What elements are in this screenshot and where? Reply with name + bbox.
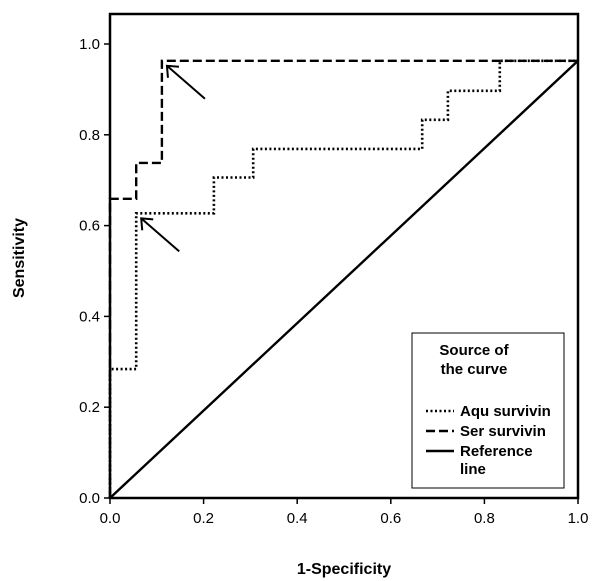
series-line-reference-line [109, 59, 579, 499]
x-axis-title: 1-Specificity [297, 561, 391, 578]
x-tick-label: 1.0 [568, 510, 589, 527]
legend-label: Ser survivin [460, 423, 546, 440]
y-axis-title: Sensitivity [11, 218, 28, 298]
legend-box [411, 332, 565, 489]
x-tick-label: 0.6 [380, 510, 401, 527]
legend-title-line2: the curve [441, 361, 508, 378]
y-tick-label: 1.0 [79, 36, 100, 53]
series-line-aqu-survivin [108, 59, 578, 498]
series-line-ser-survivin [108, 59, 578, 498]
x-tick-label: 0.4 [287, 510, 308, 527]
legend-title-line1: Source of [439, 342, 509, 359]
y-tick-label: 0.8 [79, 127, 100, 144]
y-tick-label: 0.4 [79, 308, 100, 325]
annotation-arrow-shaft [166, 65, 206, 100]
annotation-arrow-shaft [140, 217, 180, 253]
y-tick-label: 0.6 [79, 218, 100, 235]
annotation-arrow-head [140, 217, 154, 231]
legend-label: Reference [460, 443, 533, 460]
legend-label: Aqu survivin [460, 403, 551, 420]
x-tick-label: 0.8 [474, 510, 495, 527]
y-tick-label: 0.2 [79, 399, 100, 416]
x-tick-label: 0.0 [100, 510, 121, 527]
annotation-arrow-head [165, 64, 180, 78]
legend: Source of the curve Aqu survivin Ser surv… [411, 332, 565, 489]
y-tick-label: 0.0 [79, 490, 100, 507]
x-tick-label: 0.2 [193, 510, 214, 527]
legend-label: line [460, 461, 486, 478]
plot-layer: 0.0 0.2 0.4 0.6 0.8 1.0 0.0 0.2 0.4 0.6 0.8 1.0 [79, 12, 589, 527]
